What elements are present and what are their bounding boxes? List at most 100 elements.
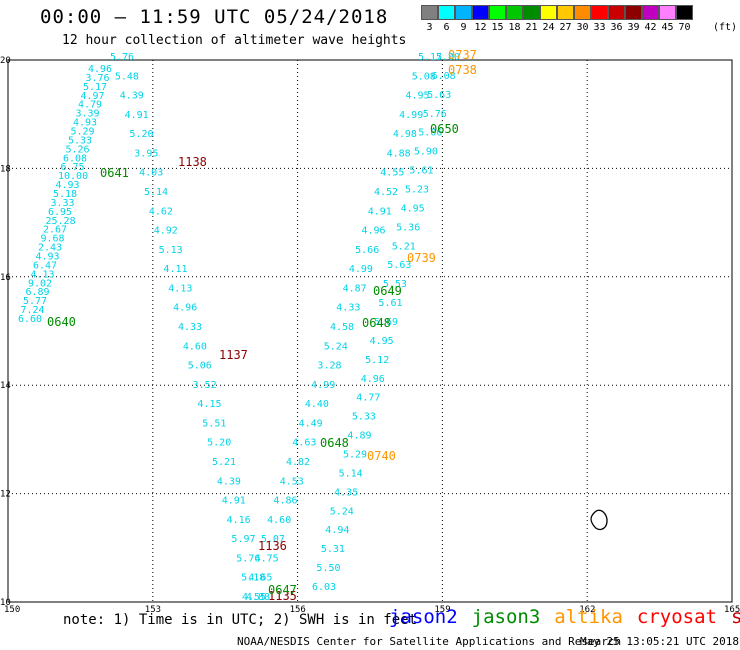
wave-height-label: 6.75: [61, 162, 85, 173]
legend-label: 24: [542, 22, 555, 33]
wave-height-label: 5.33: [68, 135, 92, 146]
wave-height-label: 4.91: [125, 110, 149, 121]
timestamp: May 25 13:05:21 UTC 2018: [580, 635, 739, 648]
legend-label: 12: [474, 22, 487, 33]
x-tick-label: 156: [290, 605, 306, 615]
wave-height-label: 4.52: [374, 187, 398, 198]
wave-height-label: 5.18: [53, 189, 77, 200]
wave-height-label: 4.33: [178, 322, 202, 333]
pass-time-label: 0641: [100, 166, 129, 180]
wave-height-label: 4.95: [370, 336, 394, 347]
pass-time-label: 1138: [178, 155, 207, 169]
wave-height-label: 5.07: [261, 534, 285, 545]
wave-height-label: 5.51: [202, 418, 226, 429]
wave-height-label: 5.24: [330, 506, 354, 517]
y-tick-label: 10: [0, 598, 11, 608]
legend-swatch: [540, 5, 557, 20]
wave-height-label: 4.93: [73, 118, 97, 129]
legend-label: 30: [576, 22, 589, 33]
wave-height-label: 5.53: [383, 279, 407, 290]
legend-swatch: [455, 5, 472, 20]
pass-time-label: 1137: [219, 348, 248, 362]
pass-time-label: 0739: [407, 251, 436, 265]
wave-height-label: 5.61: [378, 298, 402, 309]
wave-height-label: 4.53: [280, 476, 304, 487]
legend-label: 18: [508, 22, 521, 33]
legend-swatch: [506, 5, 523, 20]
wave-height-label: 4.88: [387, 148, 411, 159]
wave-height-label: 5.69: [374, 317, 398, 328]
wave-height-label: 6.08: [63, 153, 87, 164]
wave-height-label: 4.16: [227, 515, 251, 526]
legend-label: 9: [460, 22, 467, 33]
wave-height-label: 4.86: [273, 496, 297, 507]
wave-height-label: 3.33: [51, 198, 75, 209]
x-tick-label: 153: [145, 605, 161, 615]
wave-height-label: 4.40: [305, 399, 329, 410]
wave-height-label: 10.00: [58, 171, 88, 182]
wave-height-label: 4.60: [183, 341, 207, 352]
page-title: 00:00 – 11:59 UTC 05/24/2018: [40, 6, 389, 28]
legend-swatch: [676, 5, 693, 20]
wave-height-label: 4.99: [311, 380, 335, 391]
wave-height-label: 4.95: [405, 91, 429, 102]
wave-height-label: 5.50: [316, 563, 340, 574]
pass-time-label: 0648: [362, 316, 391, 330]
wave-height-label: 5.76: [236, 553, 260, 564]
wave-height-label: 5.23: [405, 185, 429, 196]
legend-label: 3: [426, 22, 433, 33]
wave-height-label: 5.06: [188, 361, 212, 372]
map-frame: [7, 59, 733, 603]
wave-height-label: 4.58: [330, 322, 354, 333]
wave-height-label: 5.20: [129, 129, 153, 140]
wave-height-label: 6.03: [312, 582, 336, 593]
wave-height-label: 4.99: [349, 264, 373, 275]
wave-height-label: 3.76: [86, 73, 110, 84]
wave-height-label: 4.96: [173, 303, 197, 314]
wave-height-label: 3.52: [193, 380, 217, 391]
wave-height-label: 3.39: [76, 109, 100, 120]
wave-height-label: 4.75: [255, 553, 279, 564]
wave-height-label: 4.88: [246, 592, 270, 603]
wave-height-label: 5.31: [321, 544, 345, 555]
wave-height-label: 5.76: [423, 109, 447, 120]
legend-swatch: [625, 5, 642, 20]
wave-height-label: 4.55: [242, 592, 266, 603]
wave-height-label: 6.89: [26, 287, 50, 298]
island-outline: [590, 509, 608, 531]
wave-height-label: 4.95: [401, 203, 425, 214]
satellite-name-altika: altika: [554, 606, 623, 628]
wave-height-label: 5.61: [409, 166, 433, 177]
wave-height-label: 5.17: [418, 52, 442, 63]
pass-time-label: 0740: [367, 449, 396, 463]
y-tick-label: 12: [0, 490, 11, 500]
wave-height-label: 5.77: [23, 296, 47, 307]
wave-height-label: 25.28: [46, 216, 76, 227]
y-tick-label: 18: [0, 164, 11, 174]
legend-swatch: [608, 5, 625, 20]
legend-swatch: [489, 5, 506, 20]
wave-height-label: 4.79: [78, 100, 102, 111]
wave-height-label: 4.96: [88, 64, 112, 75]
legend-label: 70: [678, 22, 691, 33]
wave-height-label: 6.95: [48, 207, 72, 218]
legend-label: 27: [559, 22, 572, 33]
pass-time-label: 1135: [268, 589, 297, 603]
wave-height-label: 4.60: [267, 515, 291, 526]
wave-height-label: 4.33: [336, 303, 360, 314]
legend-label: 36: [610, 22, 623, 33]
pass-time-label: 0737: [448, 48, 477, 62]
color-legend-labels: 3 6 9 12 15 18 21 24 27 30 33 36 39 42 45 70: [421, 22, 693, 33]
wave-height-label: 6.08: [432, 71, 456, 82]
wave-height-label: 9.02: [28, 278, 52, 289]
wave-height-label: 4.63: [292, 438, 316, 449]
legend-label: 42: [644, 22, 657, 33]
legend-label: 33: [593, 22, 606, 33]
legend-swatch: [591, 5, 608, 20]
wave-height-label: 4.77: [356, 393, 380, 404]
x-tick-label: 159: [434, 605, 450, 615]
wave-height-label: 5.14: [339, 468, 363, 479]
wave-height-label: 4.91: [368, 206, 392, 217]
wave-height-label: 3.28: [317, 361, 341, 372]
